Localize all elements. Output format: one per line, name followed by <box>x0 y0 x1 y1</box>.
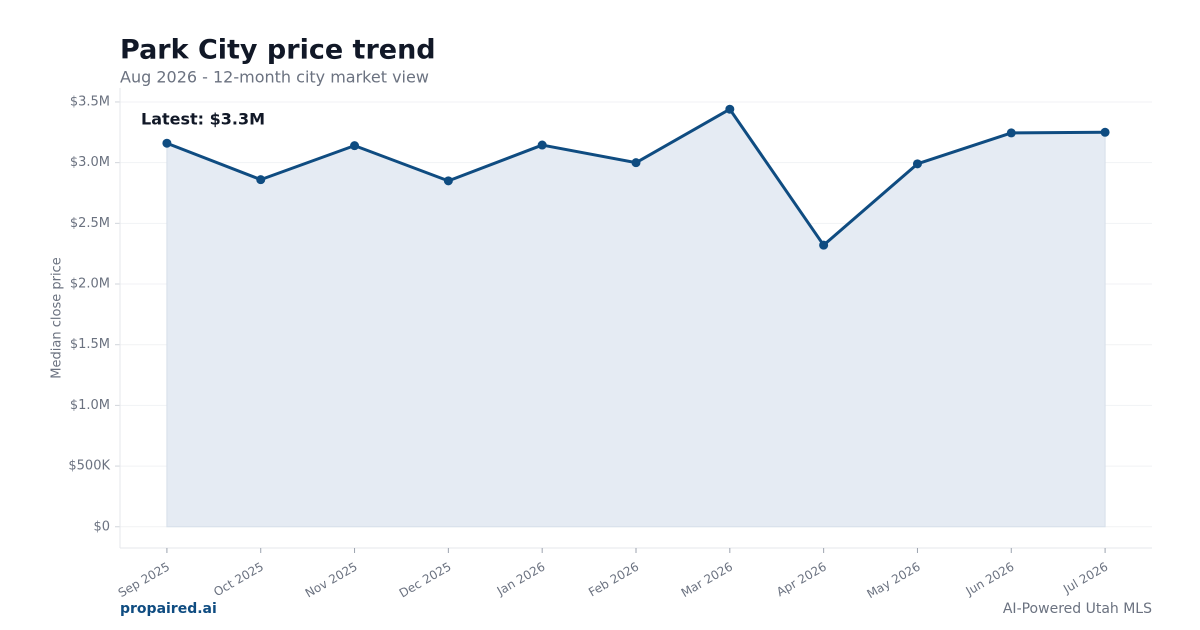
y-tick-label: $500K <box>68 459 110 474</box>
y-tick-label: $1.0M <box>70 398 110 413</box>
point <box>912 159 922 169</box>
y-tick-label: $2.0M <box>70 277 110 292</box>
y-tick-label: $2.5M <box>70 216 110 231</box>
y-tick-label: $3.5M <box>70 94 110 109</box>
x-tick-label: Feb 2026 <box>586 560 641 600</box>
point <box>256 175 266 185</box>
x-tick-label: Sep 2025 <box>116 560 172 601</box>
x-tick-label: Jan 2026 <box>494 560 548 599</box>
point <box>819 240 829 250</box>
x-tick-label: Apr 2026 <box>774 560 829 600</box>
area <box>166 108 1106 528</box>
x-tick-label: Jun 2026 <box>963 560 1017 599</box>
point <box>443 176 453 186</box>
footer-brand: propaired.ai <box>120 601 217 617</box>
point <box>162 138 172 148</box>
x-tick-label: Mar 2026 <box>679 560 735 601</box>
y-tick-label: $0 <box>93 519 110 534</box>
x-tick-label: May 2026 <box>864 560 922 602</box>
point <box>1006 128 1016 138</box>
chart-title: Park City price trend <box>120 35 436 66</box>
point <box>350 141 360 151</box>
chart-subtitle: Aug 2026 - 12-month city market view <box>120 68 429 87</box>
footer-tagline: AI-Powered Utah MLS <box>1003 601 1152 617</box>
annotation: Latest: $3.3M <box>141 110 265 129</box>
x-tick-label: Nov 2025 <box>303 560 360 601</box>
x-tick-label: Oct 2025 <box>211 560 266 600</box>
x-tick-label: Jul 2026 <box>1060 560 1110 597</box>
point <box>725 104 735 114</box>
point <box>1100 127 1110 137</box>
point <box>537 140 547 150</box>
x-tick-label: Dec 2025 <box>397 560 454 601</box>
y-tick-label: $1.5M <box>70 337 110 352</box>
y-axis-label: Median close price <box>50 257 65 378</box>
point <box>631 158 641 168</box>
y-tick-label: $3.0M <box>70 155 110 170</box>
